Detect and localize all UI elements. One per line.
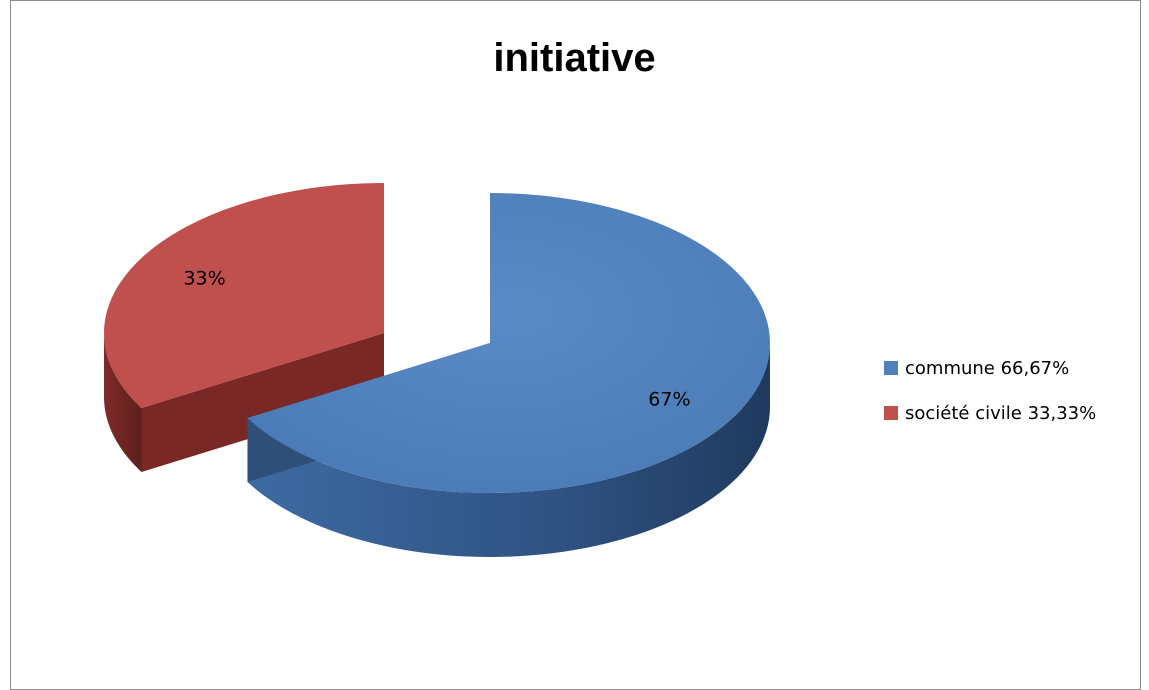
- data-label-commune: 67%: [648, 389, 690, 411]
- pie-slice-societe-civile: [103, 183, 385, 408]
- legend-item-societe-civile: société civile 33,33%: [884, 399, 1096, 427]
- chart-legend: commune 66,67% société civile 33,33%: [884, 354, 1096, 444]
- chart-title: initiative: [493, 36, 656, 80]
- legend-swatch-societe-civile: [884, 406, 898, 420]
- legend-label-commune: commune 66,67%: [905, 357, 1070, 379]
- pie-side-commune: [247, 343, 770, 557]
- data-label-societe-civile: 33%: [183, 267, 225, 289]
- pie-chart: 33% 67%: [103, 183, 771, 557]
- legend-item-commune: commune 66,67%: [884, 354, 1096, 382]
- pie-wall-societe-civile-0: [141, 333, 384, 472]
- pie-side-societe-civile: [104, 333, 142, 472]
- pie-slice-commune: [247, 193, 771, 494]
- legend-swatch-commune: [884, 361, 898, 375]
- legend-label-societe-civile: société civile 33,33%: [905, 402, 1097, 424]
